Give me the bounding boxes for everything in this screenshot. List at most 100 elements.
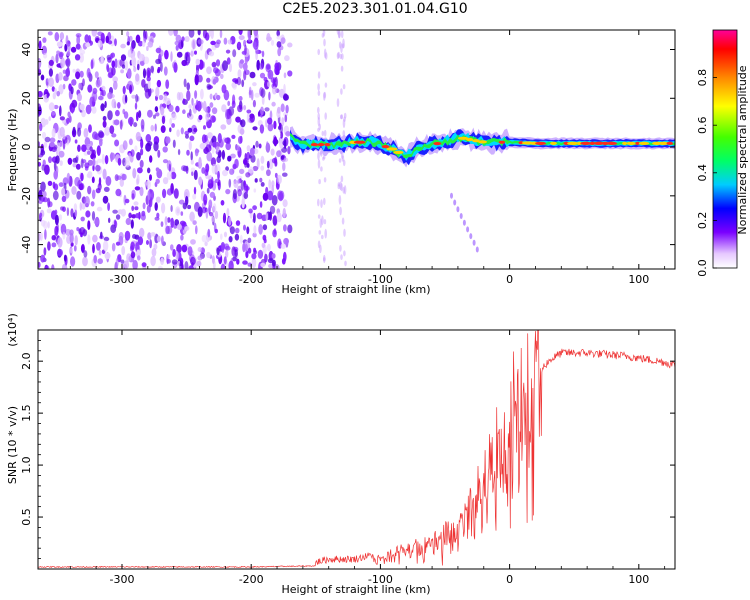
noise-dot: [49, 141, 55, 148]
noise-region: [38, 30, 347, 269]
noise-dot: [266, 64, 271, 70]
noise-dot: [317, 214, 321, 219]
noise-dot: [182, 98, 186, 105]
signal-peak: [393, 150, 404, 154]
signal-peak: [626, 141, 636, 145]
noise-dot: [323, 129, 327, 137]
noise-dot: [56, 223, 59, 233]
noise-dot: [40, 74, 45, 81]
noise-dot: [195, 58, 201, 66]
noise-dot: [120, 54, 127, 61]
noise-dot: [65, 35, 69, 46]
noise-dot: [44, 229, 47, 240]
noise-dot: [115, 241, 121, 246]
noise-dot: [95, 164, 101, 172]
noise-dot: [115, 214, 121, 220]
noise-dot: [96, 158, 103, 163]
noise-dot: [115, 257, 119, 267]
noise-dot: [114, 139, 120, 147]
noise-dot: [229, 226, 235, 235]
noise-dot: [239, 168, 245, 175]
noise-dot: [207, 179, 214, 190]
noise-dot: [70, 208, 74, 218]
noise-dot: [120, 43, 126, 49]
noise-dot: [338, 194, 342, 205]
noise-dot: [176, 129, 180, 137]
noise-dot: [58, 84, 64, 95]
noise-dot: [79, 53, 84, 63]
signal-peak: [550, 141, 557, 145]
noise-dot: [259, 201, 263, 208]
noise-dot: [58, 214, 63, 221]
noise-dot: [237, 179, 241, 184]
noise-dot: [242, 242, 246, 253]
noise-dot: [208, 51, 215, 57]
streak-dot: [469, 233, 473, 240]
noise-dot: [267, 117, 273, 125]
noise-dot: [230, 153, 236, 159]
noise-dot: [119, 178, 125, 187]
noise-dot: [262, 224, 268, 231]
noise-dot: [178, 199, 185, 205]
noise-dot: [283, 251, 287, 262]
noise-dot: [240, 179, 245, 191]
noise-dot: [237, 145, 240, 152]
noise-dot: [280, 103, 285, 113]
signal-peak: [577, 141, 582, 145]
noise-dot: [228, 178, 232, 188]
noise-dot: [112, 209, 118, 214]
noise-dot: [79, 202, 83, 211]
noise-dot: [189, 265, 193, 269]
noise-dot: [97, 95, 104, 101]
noise-dot: [185, 51, 191, 57]
noise-dot: [189, 135, 195, 142]
noise-dot: [175, 206, 181, 216]
noise-dot: [157, 149, 161, 158]
noise-dot: [54, 32, 60, 42]
noise-dot: [225, 49, 231, 54]
noise-dot: [287, 42, 293, 48]
noise-dot: [134, 206, 139, 211]
signal-peak: [433, 142, 442, 146]
noise-dot: [127, 68, 132, 79]
noise-dot: [56, 145, 61, 153]
noise-dot: [92, 243, 95, 254]
noise-dot: [276, 174, 282, 185]
noise-dot: [274, 172, 278, 178]
noise-dot: [42, 197, 49, 203]
noise-dot: [210, 157, 216, 167]
noise-dot: [261, 242, 266, 248]
noise-dot: [157, 265, 163, 269]
noise-dot: [339, 244, 342, 252]
noise-dot: [194, 50, 197, 55]
noise-dot: [147, 232, 152, 240]
noise-dot: [127, 49, 132, 58]
noise-dot: [194, 90, 198, 99]
bottom-y-axis-label: SNR (10 * v/v): [6, 406, 19, 484]
noise-dot: [181, 244, 188, 253]
noise-dot: [39, 123, 43, 132]
noise-dot: [344, 260, 347, 267]
noise-dot: [64, 43, 68, 52]
noise-dot: [131, 205, 135, 211]
noise-dot: [103, 236, 110, 242]
noise-dot: [173, 62, 178, 73]
noise-dot: [47, 180, 53, 186]
noise-dot: [197, 247, 202, 252]
noise-dot: [237, 41, 241, 48]
noise-dot: [211, 216, 215, 223]
noise-dot: [205, 208, 209, 219]
noise-dot: [262, 192, 269, 201]
noise-dot: [66, 117, 70, 125]
noise-dot: [266, 243, 271, 252]
noise-dot: [228, 260, 234, 269]
noise-dot: [244, 243, 248, 253]
noise-dot: [169, 127, 172, 133]
noise-dot: [223, 243, 230, 250]
noise-dot: [188, 30, 195, 38]
noise-dot: [219, 30, 223, 39]
noise-dot: [95, 188, 101, 194]
noise-dot: [206, 83, 212, 91]
noise-dot: [146, 46, 149, 51]
noise-dot: [317, 83, 320, 91]
